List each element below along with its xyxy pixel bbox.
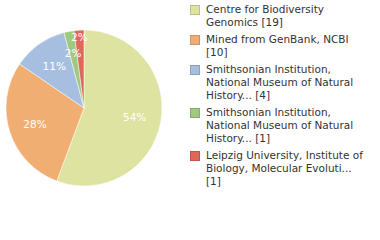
slices <box>6 30 162 186</box>
legend: Centre for Biodiversity Genomics [19] Min… <box>190 3 378 188</box>
data-label: 54% <box>123 111 146 123</box>
data-labels: 54%28%11%2%2% <box>23 31 146 130</box>
legend-label: Leipzig University, Institute of Biology… <box>206 149 366 188</box>
legend-label: Mined from GenBank, NCBI [10] <box>206 33 366 59</box>
legend-swatch <box>190 108 200 118</box>
legend-label: Smithsonian Institution, National Museum… <box>206 63 366 102</box>
data-label: 2% <box>65 47 82 59</box>
legend-entry: Mined from GenBank, NCBI [10] <box>190 33 378 59</box>
legend-swatch <box>190 35 200 45</box>
legend-swatch <box>190 5 200 15</box>
legend-swatch <box>190 65 200 75</box>
legend-label: Centre for Biodiversity Genomics [19] <box>206 3 366 29</box>
legend-swatch <box>190 151 200 161</box>
pie-area: 54%28%11%2%2% <box>0 0 180 240</box>
legend-entry: Leipzig University, Institute of Biology… <box>190 149 378 188</box>
legend-label: Smithsonian Institution, National Museum… <box>206 106 366 145</box>
data-label: 2% <box>71 31 88 43</box>
legend-entry: Smithsonian Institution, National Museum… <box>190 106 378 145</box>
legend-entry: Smithsonian Institution, National Museum… <box>190 63 378 102</box>
data-label: 28% <box>23 118 46 130</box>
legend-entry: Centre for Biodiversity Genomics [19] <box>190 3 378 29</box>
chart-root: 54%28%11%2%2% Centre for Biodiversity Ge… <box>0 0 380 240</box>
data-label: 11% <box>43 60 66 72</box>
